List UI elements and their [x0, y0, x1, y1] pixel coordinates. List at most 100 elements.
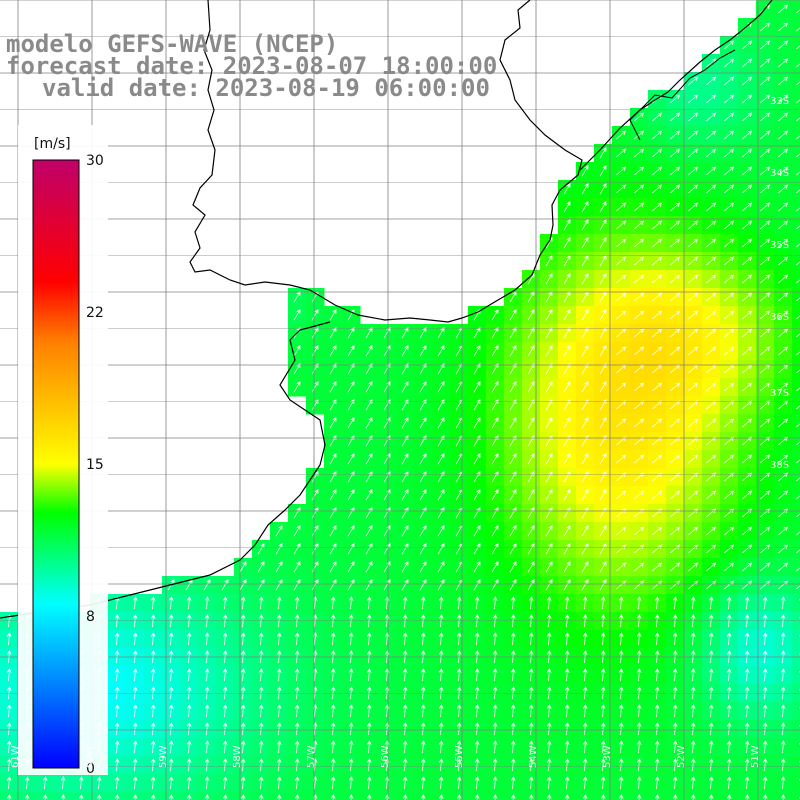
wind-arrow — [762, 632, 768, 646]
wind-arrow — [636, 722, 642, 736]
wind-arrow — [672, 794, 678, 800]
wind-arrow — [599, 525, 607, 537]
wind-arrow — [150, 668, 156, 682]
wind-arrow — [760, 40, 771, 50]
wind-arrow — [510, 740, 516, 754]
wind-arrow — [726, 758, 732, 772]
wind-arrow — [670, 256, 681, 266]
wind-arrow — [616, 526, 627, 536]
wind-arrow — [419, 489, 427, 501]
wind-arrow — [778, 508, 789, 518]
wind-arrow — [688, 274, 699, 284]
wind-arrow — [348, 722, 354, 736]
wind-arrow — [618, 758, 624, 772]
wind-arrow — [796, 279, 800, 284]
wind-arrow — [563, 579, 571, 591]
wind-arrow — [491, 435, 499, 447]
wind-arrow — [581, 417, 589, 429]
speed-cell — [792, 594, 800, 613]
wind-arrow — [491, 489, 499, 501]
wind-arrow — [546, 668, 552, 682]
wind-arrow — [186, 758, 192, 772]
wind-arrow — [581, 453, 589, 465]
wind-arrow — [456, 740, 462, 754]
wind-arrow — [492, 794, 498, 800]
wind-arrow — [652, 274, 663, 284]
wind-arrow — [527, 381, 535, 393]
speed-cell — [792, 774, 800, 793]
lagoon-shore — [629, 49, 736, 141]
wind-arrow — [186, 794, 192, 800]
wind-arrow — [599, 345, 607, 357]
wind-arrow — [311, 525, 319, 537]
wind-arrow — [760, 112, 771, 122]
wind-arrow — [582, 740, 588, 754]
speed-cell — [792, 432, 800, 451]
wind-arrow — [706, 76, 717, 86]
wind-arrow — [6, 686, 12, 700]
wind-arrow — [545, 327, 553, 339]
wind-arrow — [616, 418, 627, 428]
wind-arrow — [616, 346, 627, 356]
wind-arrow — [582, 632, 588, 646]
wind-arrow — [670, 562, 681, 572]
wind-arrow — [582, 704, 588, 718]
wind-arrow — [796, 369, 800, 374]
colorbar-tick-30: 30 — [86, 153, 104, 169]
wind-arrow — [600, 596, 606, 610]
wind-arrow — [672, 614, 678, 628]
wind-arrow — [760, 328, 771, 338]
wind-arrow — [132, 596, 138, 610]
lat-label-36s: 36S — [770, 312, 789, 323]
wind-arrow — [6, 632, 12, 646]
wind-arrow — [742, 76, 753, 86]
wind-arrow — [150, 794, 156, 800]
wind-arrow — [796, 207, 800, 212]
wind-arrow — [726, 614, 732, 628]
wind-arrow — [294, 722, 300, 736]
wind-arrow — [366, 758, 372, 772]
wind-arrow — [329, 327, 337, 339]
wind-arrow — [618, 632, 624, 646]
wind-arrow — [762, 668, 768, 682]
wind-arrow — [293, 507, 301, 519]
wind-arrow — [203, 579, 211, 591]
wind-arrow — [690, 740, 696, 754]
wind-arrow — [546, 776, 552, 790]
wind-arrow — [688, 382, 699, 392]
wind-arrow — [204, 776, 210, 790]
speed-cell — [792, 738, 800, 757]
wind-arrow — [546, 722, 552, 736]
wind-arrow — [652, 292, 663, 302]
wind-arrow — [618, 722, 624, 736]
wind-arrow — [760, 346, 771, 356]
wind-arrow — [670, 184, 681, 194]
wind-arrow — [599, 453, 607, 465]
wind-arrow — [347, 525, 355, 537]
wind-arrow — [634, 112, 645, 122]
speed-cell — [792, 36, 800, 55]
wind-arrow — [652, 508, 663, 518]
wind-arrow — [384, 614, 390, 628]
speed-cell — [792, 486, 800, 505]
wind-arrow — [420, 758, 426, 772]
speed-cell — [792, 414, 800, 433]
wind-arrow — [168, 704, 174, 718]
wind-arrow — [742, 418, 753, 428]
wind-arrow — [258, 758, 264, 772]
wind-arrow — [599, 147, 607, 159]
wind-arrow — [366, 596, 372, 610]
wind-arrow — [366, 722, 372, 736]
wind-arrow — [760, 382, 771, 392]
wind-arrow — [564, 758, 570, 772]
wind-arrow — [132, 632, 138, 646]
wind-arrow — [510, 704, 516, 718]
wind-arrow — [527, 561, 535, 573]
wind-arrow — [545, 255, 553, 267]
wind-arrow — [600, 794, 606, 800]
wind-arrow — [384, 704, 390, 718]
wind-arrow — [600, 704, 606, 718]
wind-arrow — [240, 758, 246, 772]
wind-arrow — [42, 776, 48, 790]
wind-arrow — [599, 201, 607, 213]
